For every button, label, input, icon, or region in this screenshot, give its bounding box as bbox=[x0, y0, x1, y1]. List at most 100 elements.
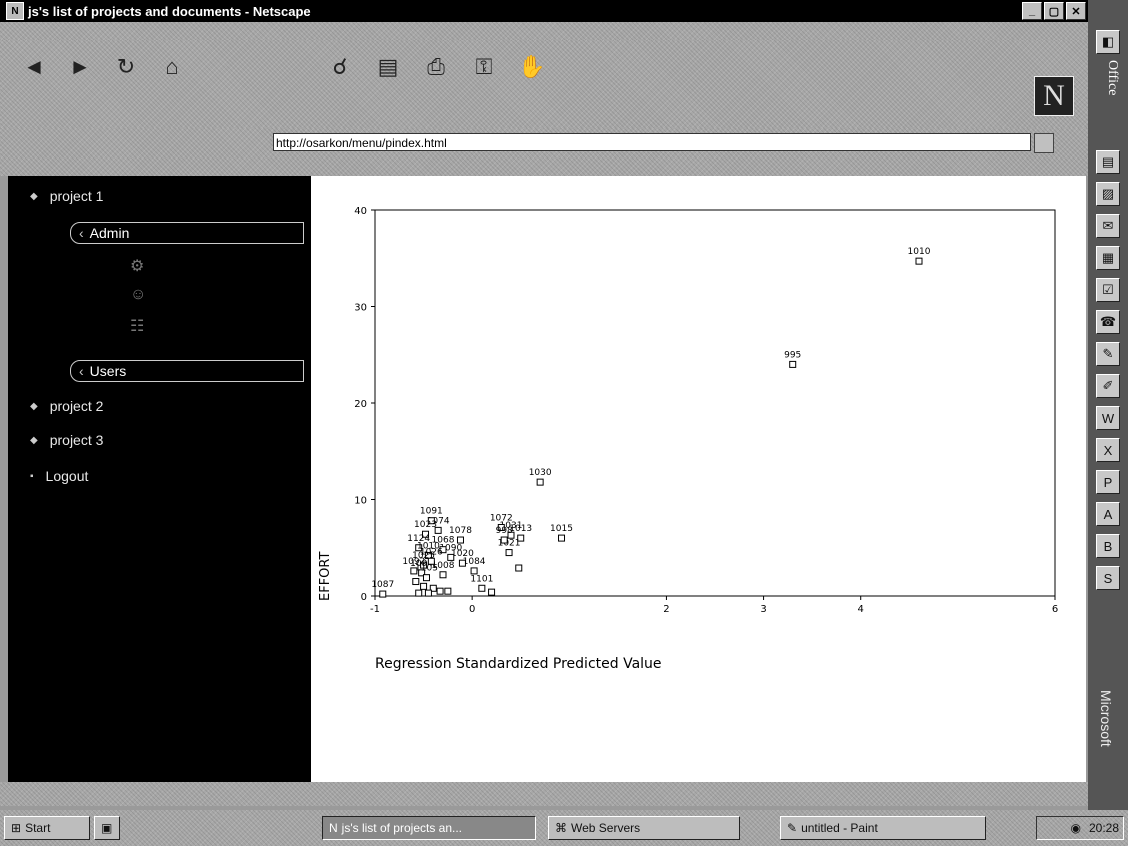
data-point-label: 1101 bbox=[470, 574, 493, 584]
bullet-icon: ◆ bbox=[30, 190, 38, 202]
back-arrow-icon: ◄ bbox=[23, 54, 45, 79]
print-button[interactable]: ⎙ bbox=[416, 46, 456, 116]
stop-button[interactable]: ✋ bbox=[512, 46, 552, 116]
nav-item-logout[interactable]: ▪ Logout bbox=[8, 468, 88, 484]
data-point-label: 1078 bbox=[449, 526, 472, 536]
nav-item-users[interactable]: ‹ Users bbox=[70, 360, 304, 382]
nav-item-project-1[interactable]: ◆ project 1 bbox=[8, 188, 103, 204]
schedule-icon[interactable]: S bbox=[1096, 566, 1120, 590]
paint-task-icon: ✎ bbox=[787, 821, 798, 835]
task-netscape[interactable]: N js's list of projects an... bbox=[322, 816, 536, 840]
task-label: js's list of projects an... bbox=[341, 821, 463, 835]
new-document-icon[interactable]: ▤ bbox=[1096, 150, 1120, 174]
netscape-app-icon[interactable]: N bbox=[6, 2, 24, 20]
x-tick-label: -1 bbox=[370, 604, 380, 615]
word-icon[interactable]: W bbox=[1096, 406, 1120, 430]
data-point-label: 1010 bbox=[417, 541, 440, 551]
start-button[interactable]: ⊞ Start bbox=[4, 816, 90, 840]
stop-icon: ✋ bbox=[518, 54, 546, 79]
nav-item-label: project 2 bbox=[49, 398, 104, 414]
close-button[interactable]: ✕ bbox=[1066, 2, 1086, 20]
open-document-icon[interactable]: ▨ bbox=[1096, 182, 1120, 206]
home-icon: ⌂ bbox=[165, 54, 179, 79]
y-tick-label: 0 bbox=[361, 592, 367, 603]
data-point bbox=[456, 536, 464, 544]
reload-button[interactable]: ↻ bbox=[106, 46, 146, 116]
data-point-label: 1084 bbox=[463, 557, 486, 567]
nav-item-admin[interactable]: ‹ Admin bbox=[70, 222, 304, 244]
data-point bbox=[415, 589, 423, 597]
excel-icon[interactable]: X bbox=[1096, 438, 1120, 462]
data-point-label: 1031 bbox=[500, 521, 523, 531]
office-menu-icon[interactable]: ◧ bbox=[1096, 30, 1120, 54]
data-point bbox=[915, 257, 923, 265]
send-mail-icon[interactable]: ✉ bbox=[1096, 214, 1120, 238]
data-point bbox=[444, 587, 452, 595]
nav-item-label: Users bbox=[89, 363, 127, 379]
back-button[interactable]: ◄ bbox=[14, 46, 54, 116]
menu-bar[interactable] bbox=[0, 22, 1088, 40]
project-sidebar: ◆ project 1 ‹ Admin ⚙ ☺ ☷ ‹ Users ◆ proj… bbox=[8, 176, 311, 782]
powerpoint-icon[interactable]: P bbox=[1096, 470, 1120, 494]
access-icon[interactable]: A bbox=[1096, 502, 1120, 526]
admin-group-icon[interactable]: ☷ bbox=[130, 318, 145, 335]
data-point-label: 1025 bbox=[412, 551, 435, 561]
data-point bbox=[424, 589, 432, 597]
location-input[interactable]: http://osarkon/menu/pindex.html bbox=[273, 133, 1031, 151]
guide-button[interactable]: ▤ bbox=[368, 46, 408, 116]
nav-item-label: Logout bbox=[45, 468, 89, 484]
nav-item-project-3[interactable]: ◆ project 3 bbox=[8, 432, 103, 448]
reload-icon: ↻ bbox=[116, 54, 136, 79]
new-note-icon[interactable]: ✐ bbox=[1096, 374, 1120, 398]
new-journal-icon[interactable]: ✎ bbox=[1096, 342, 1120, 366]
navigation-toolbar: ◄ ► ↻ ⌂ ☌ ▤ ⎙ ⚿ ✋ N bbox=[0, 40, 1088, 128]
new-appointment-icon[interactable]: ▦ bbox=[1096, 246, 1120, 270]
nav-item-project-2[interactable]: ◆ project 2 bbox=[8, 398, 103, 414]
tab-edge-icon: ‹ bbox=[79, 225, 84, 241]
data-point-label: 1008 bbox=[432, 561, 455, 571]
data-point bbox=[439, 546, 447, 554]
data-point-label: 1074 bbox=[427, 516, 450, 526]
data-point bbox=[439, 571, 447, 579]
system-clock[interactable]: ◉ 20:28 bbox=[1036, 816, 1124, 840]
data-point bbox=[470, 567, 478, 575]
data-point-label: 1026 bbox=[420, 547, 443, 557]
data-point bbox=[420, 582, 428, 590]
task-web-servers[interactable]: ⌘ Web Servers bbox=[548, 816, 740, 840]
nav-item-label: project 3 bbox=[49, 432, 104, 448]
netscape-logo-icon[interactable]: N bbox=[1034, 76, 1074, 116]
data-point-label: 1010 bbox=[908, 247, 931, 257]
data-point-label: 995 bbox=[784, 350, 801, 360]
data-point bbox=[422, 574, 430, 582]
forward-button[interactable]: ► bbox=[60, 46, 100, 116]
maximize-button[interactable]: ▢ bbox=[1044, 2, 1064, 20]
security-button[interactable]: ⚿ bbox=[464, 46, 504, 116]
home-button[interactable]: ⌂ bbox=[152, 46, 192, 116]
task-label: Web Servers bbox=[571, 821, 641, 835]
data-point-label: 1094 bbox=[410, 559, 433, 569]
data-point bbox=[789, 360, 797, 368]
guide-icon: ▤ bbox=[377, 54, 399, 79]
new-task-icon[interactable]: ☑ bbox=[1096, 278, 1120, 302]
title-bar: N js's list of projects and documents - … bbox=[0, 0, 1088, 22]
admin-user-icon[interactable]: ☺ bbox=[130, 286, 147, 303]
quick-launch-icon[interactable]: ▣ bbox=[94, 816, 120, 840]
new-contact-icon[interactable]: ☎ bbox=[1096, 310, 1120, 334]
netscape-window: N js's list of projects and documents - … bbox=[0, 0, 1088, 806]
data-point bbox=[536, 478, 544, 486]
x-tick-label: 4 bbox=[858, 604, 864, 615]
nav-item-label: Admin bbox=[89, 225, 130, 241]
data-point bbox=[418, 569, 426, 577]
location-dropdown-button[interactable] bbox=[1034, 133, 1054, 153]
data-point-label: 1023 bbox=[414, 520, 437, 530]
tab-edge-icon: ‹ bbox=[79, 363, 84, 379]
windows-taskbar: ⊞ Start ▣ N js's list of projects an... … bbox=[0, 810, 1128, 846]
data-point bbox=[434, 526, 442, 534]
minimize-button[interactable]: _ bbox=[1022, 2, 1042, 20]
search-button[interactable]: ☌ bbox=[320, 46, 360, 116]
admin-tool-icon[interactable]: ⚙ bbox=[130, 258, 145, 275]
data-point-label: 1072 bbox=[490, 513, 513, 523]
binder-icon[interactable]: B bbox=[1096, 534, 1120, 558]
data-point-label: 998 bbox=[496, 526, 513, 536]
task-paint[interactable]: ✎ untitled - Paint bbox=[780, 816, 986, 840]
